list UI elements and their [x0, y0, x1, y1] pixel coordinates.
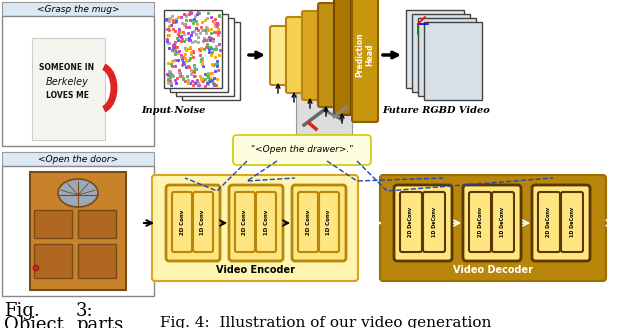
Bar [78, 244, 116, 278]
Text: 1D Conv: 1D Conv [200, 209, 205, 235]
FancyBboxPatch shape [318, 3, 335, 107]
Bar [170, 14, 228, 92]
Bar [34, 244, 72, 278]
Bar [2, 152, 154, 166]
Text: 1D DeConv: 1D DeConv [431, 207, 436, 237]
FancyBboxPatch shape [469, 192, 491, 252]
FancyBboxPatch shape [152, 175, 358, 281]
FancyBboxPatch shape [538, 192, 560, 252]
Text: 2D DeConv: 2D DeConv [547, 207, 552, 237]
FancyBboxPatch shape [235, 192, 255, 252]
Bar [296, 93, 352, 137]
FancyBboxPatch shape [394, 185, 452, 261]
Text: Berkeley: Berkeley [45, 77, 88, 87]
FancyBboxPatch shape [423, 192, 445, 252]
FancyBboxPatch shape [463, 185, 521, 261]
Bar [406, 10, 464, 88]
Text: Object: Object [4, 316, 64, 328]
Text: <Open the door>: <Open the door> [38, 155, 118, 165]
Circle shape [33, 265, 39, 271]
Text: 1D DeConv: 1D DeConv [500, 207, 506, 237]
Text: 2D DeConv: 2D DeConv [408, 207, 413, 237]
Text: Video Encoder: Video Encoder [216, 265, 294, 275]
Bar [182, 22, 240, 100]
FancyBboxPatch shape [561, 192, 583, 252]
FancyBboxPatch shape [334, 0, 351, 115]
FancyBboxPatch shape [172, 192, 192, 252]
Text: ...: ... [167, 102, 179, 115]
Bar [418, 18, 476, 96]
Bar [2, 2, 154, 16]
FancyBboxPatch shape [380, 175, 606, 281]
Text: LOVES ME: LOVES ME [45, 92, 88, 100]
FancyBboxPatch shape [302, 11, 319, 100]
FancyBboxPatch shape [400, 192, 422, 252]
Text: 1D Conv: 1D Conv [326, 209, 332, 235]
Polygon shape [32, 38, 105, 140]
Text: 1D Conv: 1D Conv [264, 209, 269, 235]
FancyBboxPatch shape [233, 135, 371, 165]
Bar [2, 166, 154, 296]
Bar [164, 10, 222, 88]
Text: parts: parts [76, 316, 124, 328]
FancyBboxPatch shape [229, 185, 283, 261]
FancyBboxPatch shape [193, 192, 213, 252]
Bar [78, 210, 116, 238]
Text: 2D Conv: 2D Conv [179, 209, 184, 235]
Text: 1D DeConv: 1D DeConv [570, 207, 575, 237]
Ellipse shape [58, 179, 98, 207]
Bar [34, 210, 72, 238]
FancyBboxPatch shape [352, 0, 378, 122]
Text: 2D Conv: 2D Conv [243, 209, 248, 235]
FancyBboxPatch shape [286, 17, 303, 93]
FancyBboxPatch shape [256, 192, 276, 252]
FancyBboxPatch shape [270, 26, 287, 85]
Bar [424, 22, 482, 100]
Text: SOMEONE IN: SOMEONE IN [40, 64, 95, 72]
Bar [30, 172, 126, 290]
Text: 3:: 3: [76, 302, 93, 320]
Text: Fig. 4:  Illustration of our video generation: Fig. 4: Illustration of our video genera… [160, 316, 492, 328]
Bar [2, 16, 154, 146]
Text: Prediction
Head: Prediction Head [355, 33, 374, 77]
FancyBboxPatch shape [532, 185, 590, 261]
Text: Future RGBD Video: Future RGBD Video [382, 106, 490, 115]
FancyBboxPatch shape [166, 185, 220, 261]
FancyBboxPatch shape [319, 192, 339, 252]
Text: "<Open the drawer>.": "<Open the drawer>." [251, 146, 353, 154]
Bar [412, 14, 470, 92]
Text: ...: ... [430, 102, 442, 115]
Text: Video Decoder: Video Decoder [453, 265, 533, 275]
Bar [176, 18, 234, 96]
Text: 2D Conv: 2D Conv [305, 209, 310, 235]
FancyBboxPatch shape [298, 192, 318, 252]
FancyBboxPatch shape [492, 192, 514, 252]
Text: <Grasp the mug>: <Grasp the mug> [36, 6, 119, 14]
Text: Fig.: Fig. [4, 302, 40, 320]
Text: 2D DeConv: 2D DeConv [477, 207, 483, 237]
FancyBboxPatch shape [292, 185, 346, 261]
Text: Input Noise: Input Noise [141, 106, 205, 115]
